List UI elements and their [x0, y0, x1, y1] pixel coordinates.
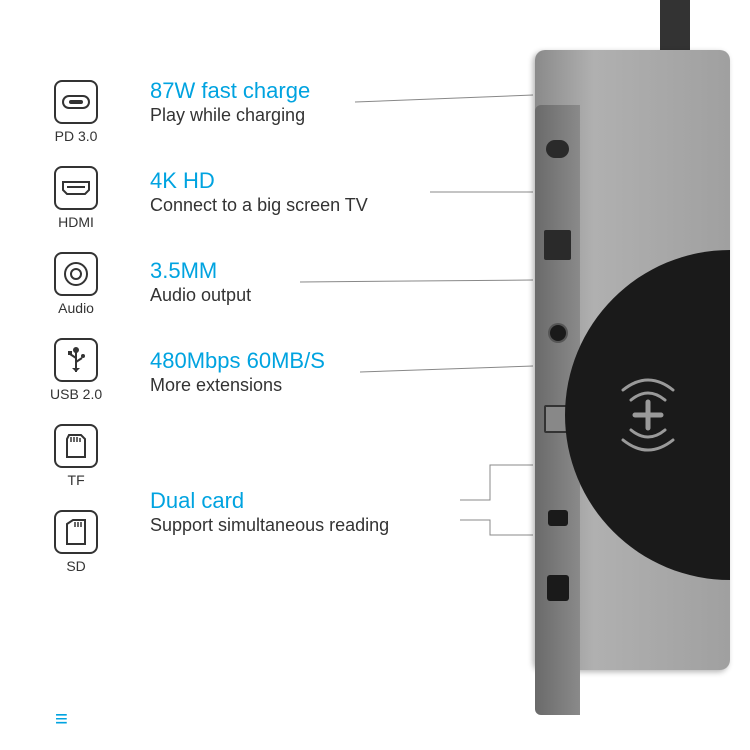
feature-sub: Audio output [150, 284, 251, 307]
icon-pd: PD 3.0 [50, 80, 102, 144]
feature-title: 480Mbps 60MB/S [150, 348, 325, 374]
port-hdmi [544, 230, 571, 260]
port-tf [548, 510, 568, 526]
icon-usb: USB 2.0 [50, 338, 102, 402]
icon-label: Audio [58, 300, 94, 316]
tf-icon [54, 424, 98, 468]
feature-dualcard: Dual card Support simultaneous reading [150, 488, 389, 538]
device-body [535, 50, 730, 670]
feature-4khd: 4K HD Connect to a big screen TV [150, 168, 368, 218]
feature-title: 4K HD [150, 168, 368, 194]
icon-label: TF [68, 472, 85, 488]
port-icon-list: PD 3.0 HDMI Audio USB 2.0 TF [50, 80, 102, 596]
feature-sub: Connect to a big screen TV [150, 194, 368, 217]
icon-label: HDMI [58, 214, 94, 230]
feature-usb: 480Mbps 60MB/S More extensions [150, 348, 325, 398]
feature-title: 87W fast charge [150, 78, 310, 104]
audio-icon [54, 252, 98, 296]
icon-label: USB 2.0 [50, 386, 102, 402]
feature-sub: Play while charging [150, 104, 310, 127]
usb-icon [54, 338, 98, 382]
pd-icon [54, 80, 98, 124]
port-usbc [546, 140, 569, 158]
sd-icon [54, 510, 98, 554]
wireless-charging-icon [603, 360, 693, 470]
icon-audio: Audio [50, 252, 102, 316]
icon-hdmi: HDMI [50, 166, 102, 230]
feature-fastcharge: 87W fast charge Play while charging [150, 78, 310, 128]
wireless-charging-pad [565, 250, 730, 580]
icon-sd: SD [50, 510, 102, 574]
hdmi-icon [54, 166, 98, 210]
feature-audio: 3.5MM Audio output [150, 258, 251, 308]
icon-label: SD [66, 558, 85, 574]
menu-icon[interactable]: ≡ [55, 706, 66, 732]
feature-sub: Support simultaneous reading [150, 514, 389, 537]
feature-title: Dual card [150, 488, 389, 514]
device-cable [660, 0, 690, 50]
feature-title: 3.5MM [150, 258, 251, 284]
usb-hub-device [490, 0, 730, 700]
feature-sub: More extensions [150, 374, 325, 397]
icon-tf: TF [50, 424, 102, 488]
icon-label: PD 3.0 [55, 128, 98, 144]
port-audio [550, 325, 566, 341]
port-sd [547, 575, 569, 601]
